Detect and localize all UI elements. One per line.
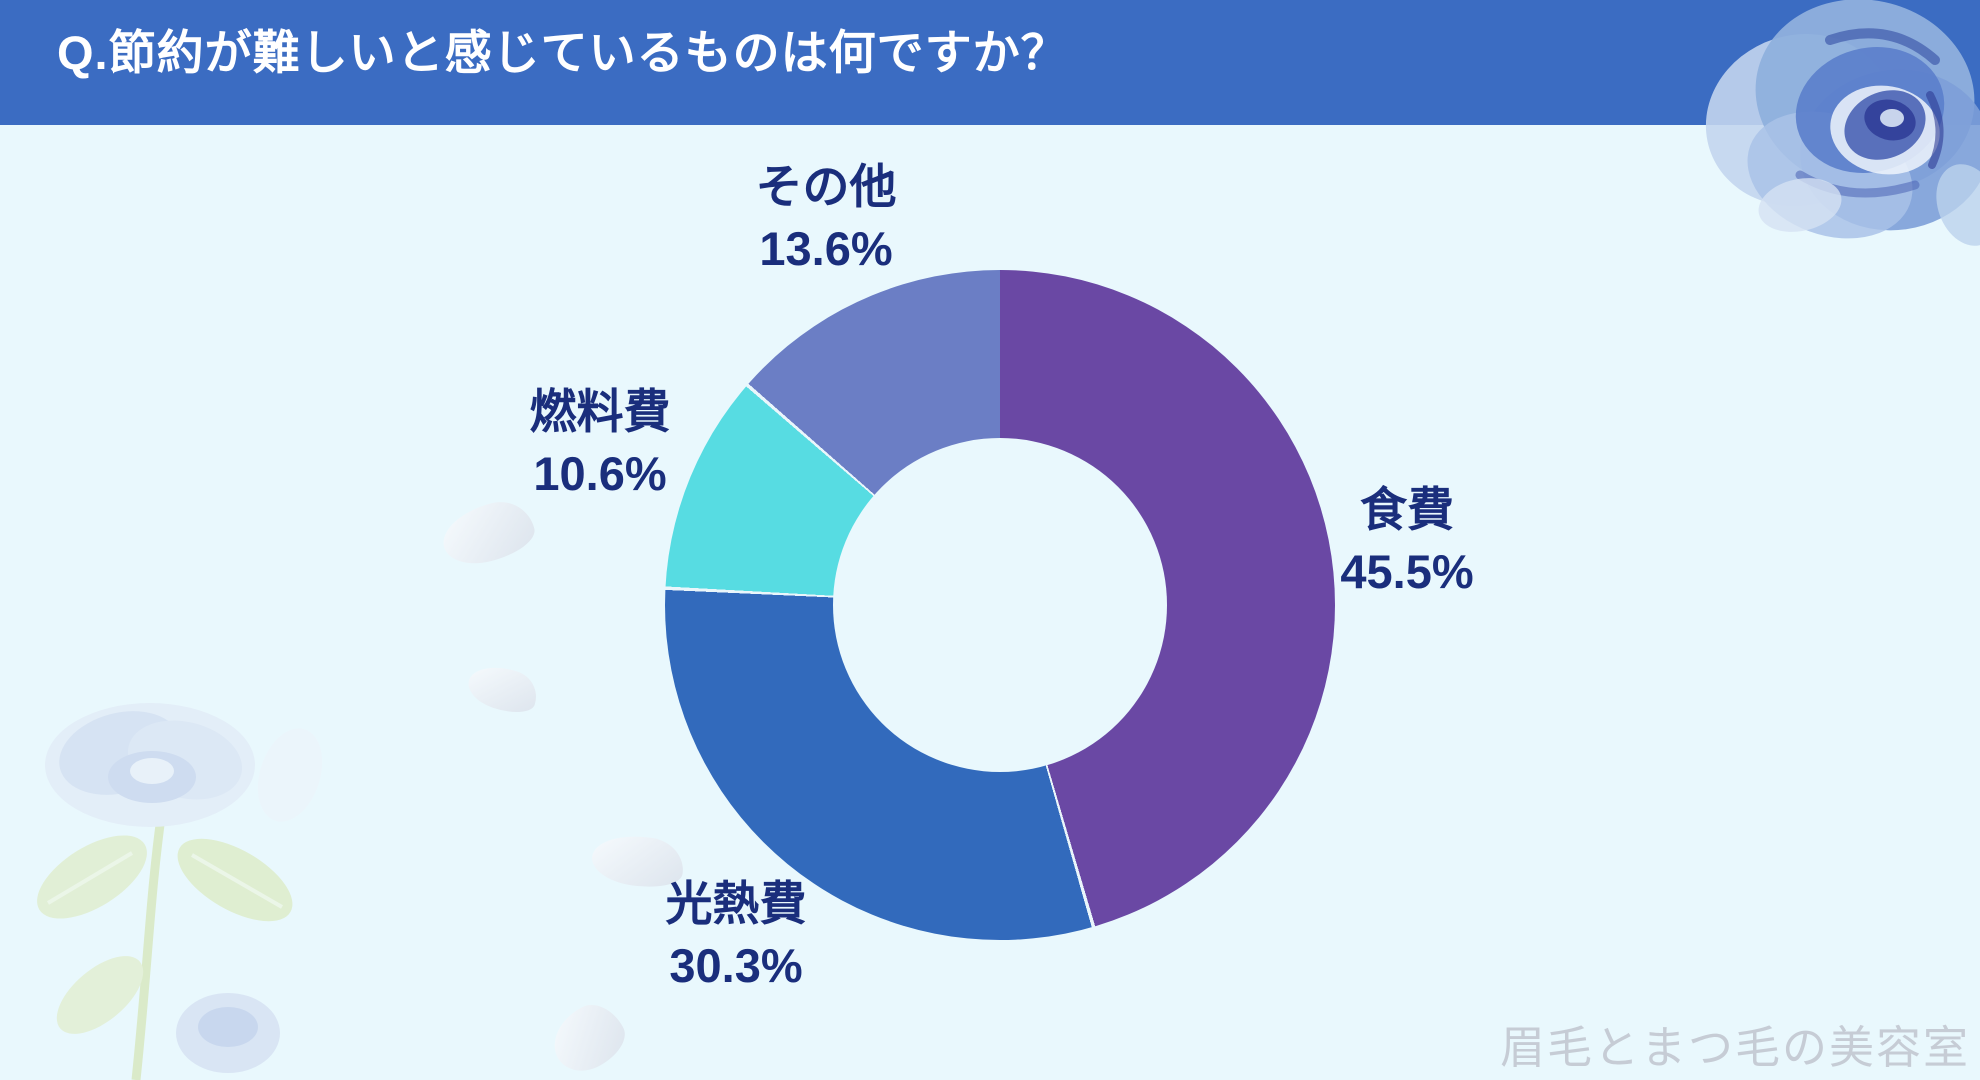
slice-label-konetsu: 光熱費 30.3% — [566, 873, 906, 997]
slice-name: 燃料費 — [529, 385, 671, 438]
petal-icon — [542, 994, 634, 1080]
rose-decoration-icon — [1705, 0, 1980, 246]
slice-percent: 13.6% — [759, 222, 893, 275]
title-bar: Q.節約が難しいと感じているものは何ですか？ — [0, 0, 1980, 125]
slice-percent: 45.5% — [1340, 545, 1474, 598]
slice-label-sonota: その他 13.6% — [656, 156, 996, 280]
watermark-text: 眉毛とまつ毛の美容室 — [1499, 1022, 1970, 1073]
faded-rose-decoration-icon — [37, 703, 323, 1080]
slice-name: その他 — [755, 160, 897, 213]
petal-icon — [436, 494, 540, 572]
donut-chart — [665, 270, 1335, 940]
slice-label-shokuhi: 食費 45.5% — [1237, 479, 1577, 603]
page-title: Q.節約が難しいと感じているものは何ですか？ — [57, 26, 1069, 79]
slice-percent: 30.3% — [669, 939, 803, 992]
slice-label-nenryo: 燃料費 10.6% — [430, 381, 770, 505]
slice-name: 光熱費 — [665, 877, 807, 930]
petal-icon — [463, 658, 543, 720]
slice-percent: 10.6% — [533, 447, 667, 500]
slice-name: 食費 — [1360, 483, 1454, 536]
